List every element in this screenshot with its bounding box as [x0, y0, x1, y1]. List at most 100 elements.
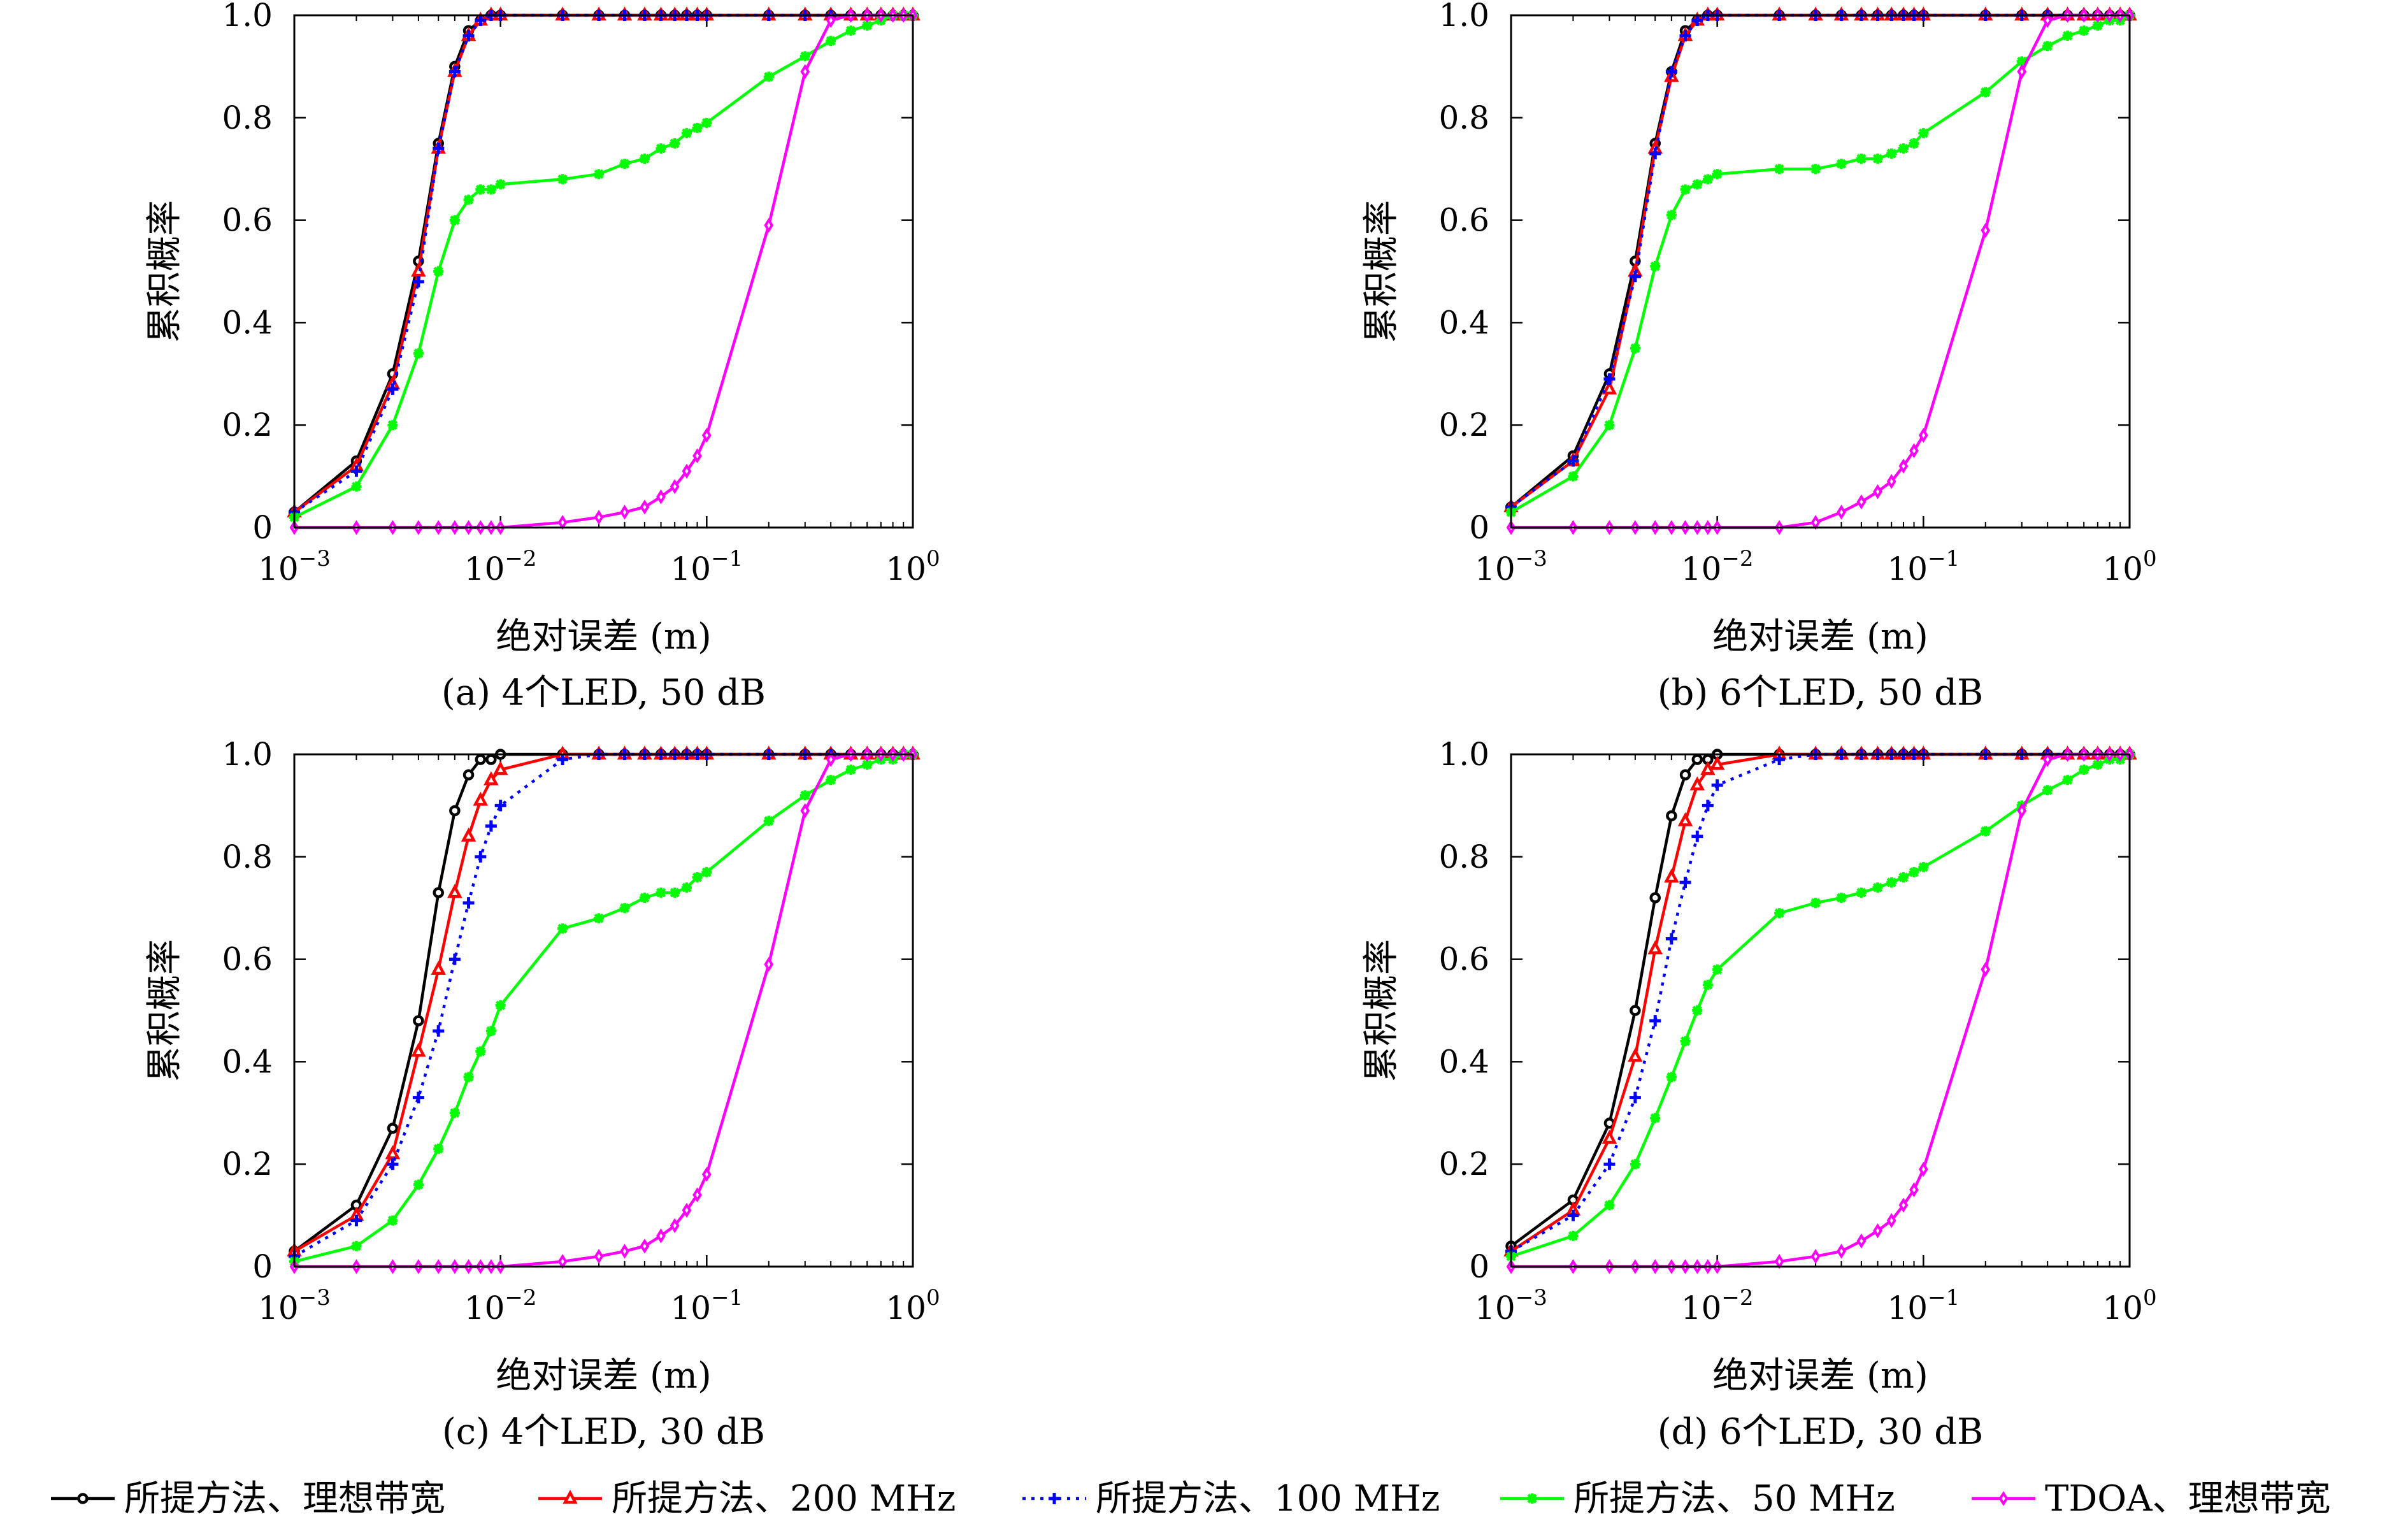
data-point	[387, 1215, 398, 1226]
data-point	[485, 1026, 496, 1037]
data-point	[448, 953, 461, 965]
data-point	[1898, 143, 1909, 154]
data-point	[1918, 1161, 1928, 1177]
series-line	[1510, 753, 2131, 1258]
x-tick-label: 10−2	[1681, 546, 1754, 587]
data-point	[845, 765, 856, 775]
x-axis-label: 绝对误差 (m)	[496, 616, 712, 658]
data-point	[387, 1158, 399, 1170]
data-point	[413, 1015, 424, 1026]
data-point	[1712, 169, 1723, 180]
data-point	[1647, 940, 1663, 954]
data-point	[670, 888, 680, 898]
data-point	[670, 478, 680, 494]
data-point	[1980, 826, 1991, 837]
data-point	[413, 1179, 424, 1190]
data-point	[619, 159, 630, 169]
x-tick-label: 100	[2102, 1285, 2156, 1326]
data-point	[433, 143, 445, 155]
data-point	[1774, 754, 1786, 766]
data-point	[1909, 138, 1919, 148]
data-point	[1856, 154, 1867, 164]
data-point	[1918, 428, 1928, 443]
data-point	[1649, 1015, 1661, 1027]
data-point	[763, 816, 774, 826]
data-point	[1918, 127, 1929, 138]
data-point	[2079, 25, 2089, 36]
data-point	[692, 872, 703, 882]
panel-caption: (d) 6个LED, 30 dB	[1658, 1411, 1984, 1453]
data-point	[1810, 1249, 1821, 1264]
y-tick-label: 0.6	[222, 202, 273, 239]
data-point	[640, 500, 650, 515]
x-tick-label: 10−2	[464, 546, 537, 587]
data-point	[431, 960, 446, 975]
data-point	[1981, 961, 1991, 977]
chart-panel-2: 10−3 10−2 10−1 100 0 0.2 0.4 0.6 0.8 1.0 绝对误差 (m) 累…	[1361, 0, 2157, 714]
data-point	[1873, 1223, 1882, 1239]
data-point	[2042, 13, 2053, 28]
data-point	[1604, 420, 1615, 431]
data-point	[656, 1228, 666, 1244]
data-point	[2062, 775, 2073, 786]
data-point	[656, 143, 666, 154]
legend-item-2: 所提方法、200 MHz	[538, 1478, 956, 1517]
x-tick-label: 10−3	[258, 1285, 331, 1326]
data-point	[763, 71, 774, 82]
data-point	[462, 30, 475, 42]
data-point	[764, 217, 774, 233]
data-point	[800, 803, 810, 819]
data-point	[826, 36, 836, 47]
y-tick-label: 0	[1469, 509, 1489, 546]
y-tick-label: 0.2	[1438, 406, 1489, 443]
data-point	[475, 1046, 486, 1057]
data-point	[1664, 868, 1679, 883]
data-point	[800, 64, 810, 80]
data-point	[1836, 893, 1847, 903]
legend-marker	[1998, 1491, 2009, 1506]
legend: 所提方法、理想带宽 所提方法、200 MHz 所提方法、100 MHz 所提方法、50…	[51, 1478, 2331, 1517]
x-tick-label: 10−1	[1887, 1285, 1960, 1326]
data-point	[639, 893, 650, 903]
data-point	[350, 465, 362, 477]
x-tick-label: 10−3	[1475, 546, 1547, 587]
data-point	[1918, 861, 1929, 872]
panel-caption: (b) 6个LED, 50 dB	[1658, 672, 1984, 714]
data-point	[799, 790, 810, 801]
data-point	[1567, 455, 1579, 467]
x-axis-label: 绝对误差 (m)	[496, 1355, 712, 1397]
data-point	[681, 127, 692, 138]
data-point	[1679, 30, 1691, 42]
data-point	[1666, 1072, 1677, 1082]
data-point	[387, 1123, 399, 1134]
data-point	[495, 1000, 506, 1010]
data-point	[387, 420, 398, 431]
data-point	[2042, 41, 2053, 52]
x-tick-label: 10−1	[1887, 546, 1960, 587]
data-point	[1666, 210, 1677, 220]
data-point	[1774, 164, 1785, 175]
x-tick-label: 10−2	[464, 1285, 537, 1326]
data-point	[1629, 1091, 1641, 1104]
data-point	[1691, 830, 1703, 842]
data-point	[1689, 776, 1705, 791]
data-point	[494, 800, 506, 812]
data-point	[1898, 458, 1909, 474]
y-tick-label: 0.6	[222, 941, 273, 978]
y-tick-label: 0.8	[222, 99, 273, 136]
data-point	[692, 122, 703, 133]
data-point	[1692, 179, 1703, 190]
data-point	[2042, 752, 2053, 767]
data-point	[656, 489, 666, 505]
data-point	[433, 266, 444, 277]
data-point	[485, 754, 497, 765]
data-point	[1602, 1130, 1617, 1144]
data-point	[1856, 494, 1867, 510]
y-tick-label: 0.8	[1438, 99, 1489, 136]
data-point	[1702, 800, 1714, 812]
data-point	[701, 1167, 712, 1183]
data-point	[462, 897, 475, 909]
data-point	[448, 66, 461, 78]
data-point	[463, 1072, 474, 1082]
